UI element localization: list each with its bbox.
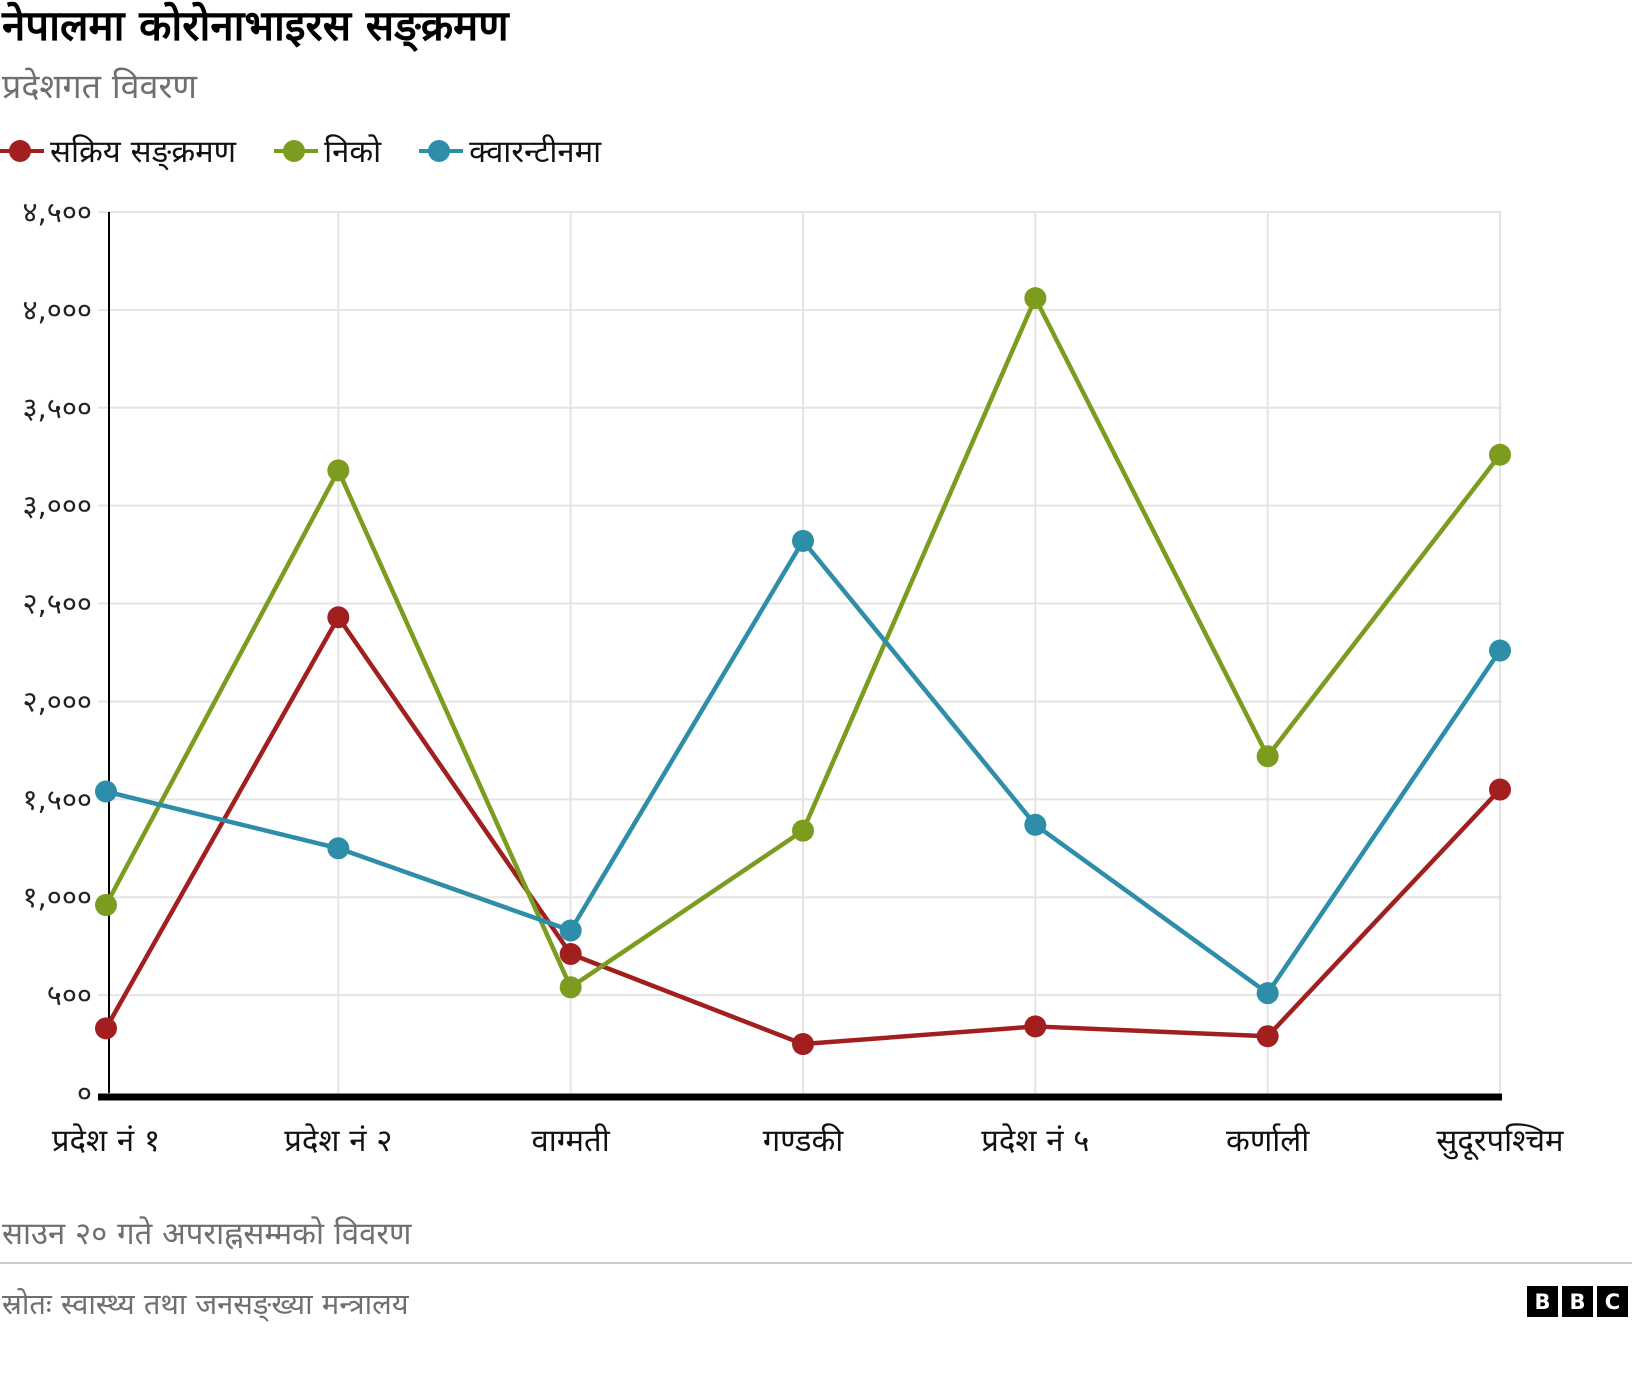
data-point [327,459,350,482]
y-tick-label: १,००० [22,880,92,914]
legend-label-quarantine: क्वारन्टीनमा [469,134,602,170]
legend-item-quarantine: क्वारन्टीनमा [419,130,601,172]
y-tick-label: ४,५०० [22,195,92,229]
x-tick-label: प्रदेश नं १ [52,1123,160,1159]
data-point [95,1017,117,1040]
data-point [1024,813,1047,836]
data-point [559,919,582,942]
x-tick-label: कर्णाली [1226,1123,1310,1159]
data-point [1256,982,1279,1005]
line-chart-svg: ० ५०० १,००० १,५०० २,००० २,५०० ३,००० ३,५०० ४,००० ४… [22,195,1564,1161]
page-title: नेपालमा कोरोनाभाइरस सङ्क्रमण [2,1,509,50]
data-point [792,529,814,552]
data-point [559,976,582,999]
footer-divider [0,1262,1632,1264]
y-tick-label: १,५०० [22,782,92,816]
chart-legend: सक्रिय सङ्क्रमण निको क्वारन्टीनमा [0,130,601,172]
legend-marker-recovered-icon [274,136,319,166]
y-tick-label: २,००० [22,684,92,718]
legend-label-recovered: निको [324,134,382,170]
data-point [327,837,350,860]
data-point [792,819,814,842]
data-point [95,894,117,917]
chart-source: स्रोतः स्वास्थ्य तथा जनसङ्ख्या मन्त्रालय [2,1287,409,1321]
x-tick-label: प्रदेश नं २ [284,1123,392,1159]
data-point [1489,639,1511,662]
bbc-logo-letter: B [1527,1286,1558,1317]
data-point [1489,778,1511,801]
data-point [559,942,582,965]
y-tick-label: ३,५०० [22,391,92,425]
y-tick-label: ५०० [47,978,92,1012]
bbc-logo-letter: C [1597,1286,1628,1317]
x-tick-label: प्रदेश नं ५ [981,1123,1089,1159]
data-point [1256,745,1279,768]
bbc-logo: B B C [1527,1286,1628,1317]
data-point [95,780,117,803]
chart-footnote: साउन २० गते अपराह्नसम्मको विवरण [2,1216,412,1252]
data-point [1489,443,1511,466]
data-point [327,606,350,629]
y-tick-label: ३,००० [22,489,92,523]
x-tick-label: सुदूरपश्चिम [1436,1123,1564,1161]
y-tick-label: ० [77,1076,92,1110]
data-point [1024,1015,1047,1038]
legend-marker-active-icon [0,136,44,166]
data-point [1256,1025,1279,1048]
legend-label-active: सक्रिय सङ्क्रमण [50,134,237,170]
legend-item-recovered: निको [274,130,381,172]
line-chart: ० ५०० १,००० १,५०० २,००० २,५०० ३,००० ३,५०० ४,००० ४… [0,190,1632,1180]
data-point [792,1033,814,1056]
x-tick-label: गण्डकी [763,1123,845,1159]
y-tick-label: २,५०० [22,587,92,621]
x-tick-label: वाग्मती [532,1123,611,1159]
legend-marker-quarantine-icon [419,136,464,166]
page-subtitle: प्रदेशगत विवरण [2,67,197,107]
legend-item-active: सक्रिय सङ्क्रमण [0,130,236,172]
y-tick-label: ४,००० [22,293,92,327]
data-point [1024,287,1047,310]
bbc-logo-letter: B [1562,1286,1593,1317]
